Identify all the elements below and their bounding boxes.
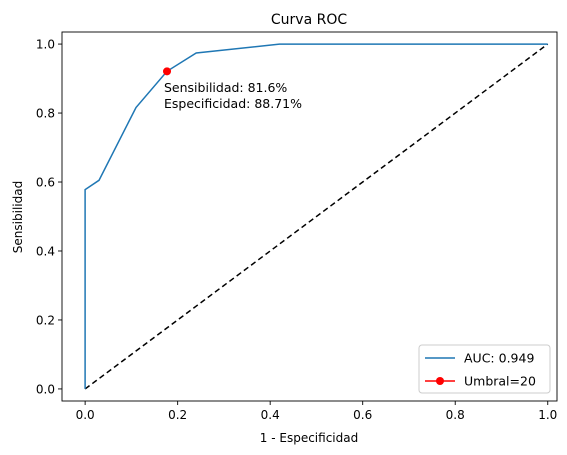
y-axis-label: Sensibilidad [11,181,25,253]
x-tick-label: 0.4 [261,408,280,422]
x-tick-label: 0.0 [76,408,95,422]
plot-frame [61,31,558,402]
legend: AUC: 0.949 Umbral=20 [418,344,551,394]
y-tick-label: 0.0 [36,382,55,396]
legend-threshold-label: Umbral=20 [464,374,536,389]
y-tick-label: 0.8 [36,107,55,121]
legend-threshold-marker [436,377,444,385]
y-tick-label: 1.0 [36,38,55,52]
legend-roc-label: AUC: 0.949 [464,351,534,366]
x-tick-label: 0.8 [446,408,465,422]
y-tick-label: 0.2 [36,313,55,327]
x-tick-label: 0.2 [168,408,187,422]
x-axis-label: 1 - Especificidad [260,431,358,445]
annotation-sensitivity: Sensibilidad: 81.6% [164,80,287,95]
threshold-point [163,67,172,76]
diagonal-line [84,43,549,390]
x-tick-label: 1.0 [538,408,557,422]
y-tick-label: 0.4 [36,244,55,258]
annotation-specificity: Especificidad: 88.71% [164,96,302,111]
x-tick-label: 0.6 [353,408,372,422]
y-tick-label: 0.6 [36,176,55,190]
roc-curve [84,43,548,389]
chart-title: Curva ROC [271,12,347,28]
